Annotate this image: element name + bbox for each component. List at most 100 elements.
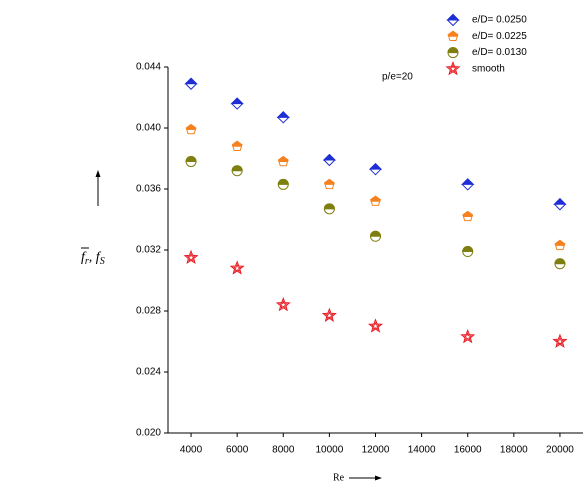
marker-inner xyxy=(186,253,196,262)
point xyxy=(229,260,245,275)
marker-inner xyxy=(463,332,473,341)
marker-fill xyxy=(277,179,289,185)
marker-fill xyxy=(185,156,197,163)
point xyxy=(553,198,567,211)
point xyxy=(321,307,337,322)
legend-label: smooth xyxy=(472,64,505,75)
point xyxy=(460,329,476,344)
x-tick-label: 18000 xyxy=(500,445,528,456)
point xyxy=(369,230,382,242)
point xyxy=(230,97,244,110)
legend-label: e/D= 0.0250 xyxy=(472,15,527,26)
marker-inner xyxy=(324,310,334,320)
marker-fill xyxy=(322,153,337,161)
point xyxy=(461,178,475,191)
marker-fill xyxy=(462,246,474,253)
x-tick-label: 16000 xyxy=(454,445,482,456)
point xyxy=(368,318,383,333)
y-label-part: , f xyxy=(89,250,102,265)
point xyxy=(183,249,199,265)
marker-outline xyxy=(275,297,291,312)
x-tick-label: 8000 xyxy=(272,445,295,456)
y-label-part: f xyxy=(81,250,87,265)
marker-fill xyxy=(461,178,475,185)
marker-outline xyxy=(368,318,383,333)
marker-fill xyxy=(185,123,197,131)
point xyxy=(277,155,289,167)
marker-fill xyxy=(323,178,335,185)
marker-fill xyxy=(231,165,243,172)
marker-fill xyxy=(368,162,383,170)
y-label-sub: r xyxy=(85,256,89,267)
point xyxy=(185,123,197,135)
marker-outline xyxy=(229,260,245,275)
point xyxy=(231,140,243,152)
marker-inner xyxy=(448,64,458,73)
marker-fill xyxy=(446,13,460,21)
x-tick-label: 10000 xyxy=(315,445,343,456)
point xyxy=(554,258,566,270)
legend-marker xyxy=(447,47,459,59)
legend-label: e/D= 0.0225 xyxy=(472,31,527,42)
marker-fill xyxy=(369,230,382,237)
point xyxy=(554,239,566,251)
x-tick-label: 4000 xyxy=(180,445,203,456)
marker-fill xyxy=(184,77,198,85)
marker-fill xyxy=(231,140,243,147)
marker-outline xyxy=(552,333,568,348)
marker-fill xyxy=(323,203,335,210)
x-axis-label: Re xyxy=(333,472,345,483)
legend-marker xyxy=(445,61,461,76)
marker-fill xyxy=(554,258,566,265)
marker-outline xyxy=(183,249,199,265)
point xyxy=(323,178,335,190)
legend-marker xyxy=(446,13,460,27)
point xyxy=(322,153,337,167)
marker-fill xyxy=(370,195,381,202)
point xyxy=(277,179,289,190)
point xyxy=(323,203,335,215)
y-label-sub: S xyxy=(100,256,105,267)
marker-fill xyxy=(462,210,474,217)
x-axis-arrow xyxy=(349,475,382,481)
point xyxy=(184,77,198,90)
marker-outline xyxy=(321,307,337,322)
y-axis-arrow xyxy=(95,170,101,206)
point xyxy=(231,165,243,177)
marker-fill xyxy=(277,155,289,163)
point xyxy=(370,195,381,206)
point xyxy=(462,210,474,222)
marker-inner xyxy=(555,336,565,346)
marker-inner xyxy=(232,263,242,273)
y-tick-label: 0.040 xyxy=(136,123,161,134)
point xyxy=(368,162,383,176)
marker-fill xyxy=(447,30,459,37)
marker-fill xyxy=(230,97,244,105)
y-tick-label: 0.024 xyxy=(136,367,161,378)
marker-fill xyxy=(276,111,290,118)
point xyxy=(276,111,290,124)
y-tick-label: 0.044 xyxy=(136,62,161,73)
marker-outline xyxy=(460,329,476,344)
y-axis-label: fr, fS xyxy=(81,250,105,267)
x-tick-label: 12000 xyxy=(362,445,390,456)
legend-label: e/D= 0.0130 xyxy=(472,47,527,58)
x-tick-label: 6000 xyxy=(226,445,249,456)
point xyxy=(185,156,197,167)
point xyxy=(462,246,474,257)
annotation: p/e=20 xyxy=(382,72,413,83)
marker-inner xyxy=(371,321,380,330)
y-tick-label: 0.036 xyxy=(136,184,161,195)
marker-outline xyxy=(445,61,461,76)
legend-marker xyxy=(447,30,459,41)
marker-fill xyxy=(447,47,459,54)
marker-inner xyxy=(278,300,288,309)
marker-fill xyxy=(553,198,567,205)
y-tick-label: 0.020 xyxy=(136,428,161,439)
x-tick-label: 20000 xyxy=(546,445,574,456)
point xyxy=(275,297,291,312)
x-tick-label: 14000 xyxy=(408,445,436,456)
point xyxy=(552,333,568,348)
marker-fill xyxy=(554,239,566,246)
